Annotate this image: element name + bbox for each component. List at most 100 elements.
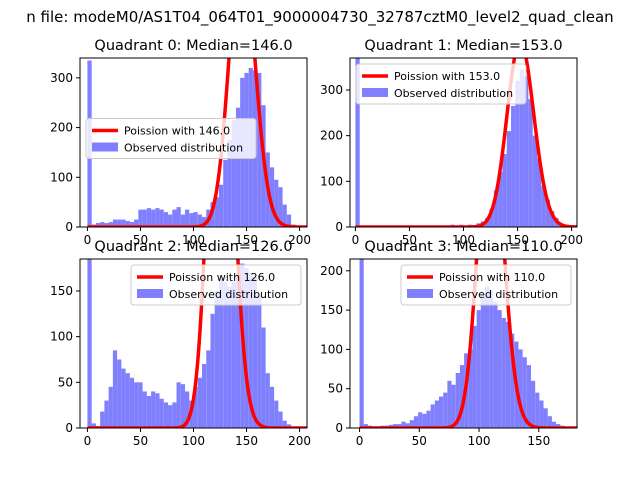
quadrant-1-hist-bar xyxy=(545,199,550,227)
quadrant-3-hist-bar xyxy=(518,349,523,428)
quadrant-0-hist-bar xyxy=(189,213,194,227)
quadrant-3-hist-bar xyxy=(455,372,460,428)
quadrant-1-hist-bar xyxy=(355,58,360,227)
quadrant-3-hist-bar xyxy=(397,424,402,428)
quadrant-1-legend-poisson-label: Poission with 153.0 xyxy=(394,70,500,83)
quadrant-1-hist-bar xyxy=(502,153,507,227)
quadrant-3-hist-bar xyxy=(476,310,481,428)
quadrant-2-hist-bar xyxy=(248,272,253,428)
quadrant-1-title: Quadrant 1: Median=153.0 xyxy=(364,38,562,54)
quadrant-2-plot-area xyxy=(86,259,307,428)
quadrant-1-ytick-label: 100 xyxy=(320,174,343,188)
quadrant-3-axes-frame xyxy=(349,258,578,429)
quadrant-0-hist-bar xyxy=(142,209,147,227)
quadrant-1-hist-bar xyxy=(515,80,520,227)
quadrant-3-hist-bar xyxy=(393,424,398,428)
quadrant-1-legend: Poission with 153.0 Observed distribution xyxy=(355,63,527,105)
quadrant-2-hist-bar xyxy=(172,402,177,428)
quadrant-3-hist-bar xyxy=(505,321,511,428)
quadrant-0-legend-observed-swatch xyxy=(92,142,118,152)
quadrant-0-chart: 0 50 100 150 200 0 100 200 300 Quadrant 0: Median… xyxy=(50,38,311,247)
quadrant-0-hist-bar xyxy=(100,222,105,227)
quadrant-2-hist-bar xyxy=(201,364,207,428)
quadrant-3-title: Quadrant 3: Median=110.0 xyxy=(364,239,562,255)
quadrant-0-legend-box xyxy=(85,118,257,159)
quadrant-2-ytick-label: 50 xyxy=(58,375,73,389)
quadrant-2-ytick-label: 0 xyxy=(65,421,73,435)
quadrant-3-ytick-label: 50 xyxy=(328,382,343,396)
quadrant-1-ytick-label: 300 xyxy=(320,83,343,97)
quadrant-1-legend-observed-swatch xyxy=(362,88,388,97)
quadrant-3-hist-bar xyxy=(501,317,506,428)
quadrant-3-hist-bar xyxy=(510,333,515,428)
quadrant-3-hist-bar xyxy=(535,392,540,428)
quadrant-3-hist-bar xyxy=(543,408,548,428)
quadrant-0-ytick-label: 200 xyxy=(50,121,73,135)
quadrant-2-hist-bar xyxy=(100,411,105,428)
quadrant-3-ytick-label: 0 xyxy=(335,421,343,435)
quadrant-0-hist-bar xyxy=(223,159,228,227)
quadrant-1-xtick-label: 50 xyxy=(402,233,417,247)
quadrant-0-hist-bar xyxy=(168,214,173,227)
quadrant-2-hist-bar xyxy=(269,386,275,428)
quadrant-1-xtick-label: 0 xyxy=(352,233,360,247)
quadrant-3-legend-box xyxy=(400,264,572,306)
quadrant-2-hist-bar xyxy=(142,391,147,428)
quadrant-2-hist-bar xyxy=(286,424,292,428)
quadrant-3-hist-bar xyxy=(459,365,465,428)
quadrant-2-hist-bar xyxy=(206,350,211,428)
quadrant-3-hist-bar xyxy=(359,259,364,428)
quadrant-2-legend: Poission with 126.0 Observed distribution xyxy=(130,264,302,306)
quadrant-3-hist-bar xyxy=(413,416,419,428)
quadrant-0-xtick-label: 50 xyxy=(133,233,148,247)
quadrant-0-hist-bar xyxy=(282,204,287,227)
quadrant-2-xtick-label: 0 xyxy=(84,434,92,448)
quadrant-3-chart: 0 50 100 150 0 50 100 150 200 Quadrant 3: Median=… xyxy=(320,239,578,448)
quadrant-3-hist-bar xyxy=(556,424,561,428)
quadrant-2-hist-bar xyxy=(176,382,181,428)
quadrant-0-title: Quadrant 0: Median=146.0 xyxy=(94,38,292,54)
quadrant-2-xtick-label: 50 xyxy=(133,434,148,448)
quadrant-2-ytick-label: 150 xyxy=(50,284,73,298)
quadrant-3-hist-bar xyxy=(551,421,557,428)
quadrant-1-legend-observed-label: Observed distribution xyxy=(394,87,513,100)
quadrant-1-legend-box xyxy=(355,63,527,105)
quadrant-0-hist-bar xyxy=(108,222,113,227)
quadrant-2-hist-bar xyxy=(163,402,169,428)
quadrant-0-hist-bar xyxy=(117,219,122,227)
quadrant-0-hist-bar xyxy=(257,72,262,227)
quadrant-1-hist-bar xyxy=(532,135,538,227)
quadrant-3-hist-bar xyxy=(422,413,427,428)
quadrant-0-hist-bar xyxy=(185,209,190,227)
quadrant-0-hist-bar xyxy=(172,209,177,227)
quadrant-1-hist-bar xyxy=(549,211,555,227)
quadrant-2-hist-bar xyxy=(278,411,283,428)
quadrant-3-hist-bar xyxy=(468,349,473,428)
quadrant-1-plot-area xyxy=(354,58,577,227)
quadrant-0-hist-bar xyxy=(163,212,169,227)
quadrant-3-hist-bar xyxy=(439,396,444,428)
quadrant-2-legend-observed-label: Observed distribution xyxy=(169,288,288,301)
quadrant-0-hist-bar xyxy=(197,214,202,227)
quadrant-2-hist-bar xyxy=(193,386,198,428)
quadrant-2-xtick-label: 200 xyxy=(288,434,311,448)
quadrant-0-hist-bar xyxy=(112,219,118,227)
quadrant-0-hist-bar xyxy=(193,212,198,227)
quadrant-3-xtick-label: 50 xyxy=(412,434,427,448)
quadrant-2-hist-bar xyxy=(138,382,143,428)
quadrant-2-hist-bar xyxy=(146,396,152,428)
quadrant-1-xtick-label: 100 xyxy=(452,233,475,247)
quadrant-0-xtick-label: 100 xyxy=(182,233,205,247)
quadrant-2-legend-poisson-label: Poission with 126.0 xyxy=(169,271,275,284)
quadrant-2-hist-bar xyxy=(121,368,126,428)
quadrant-3-legend-observed-swatch xyxy=(407,289,433,298)
quadrant-3-hist-bar xyxy=(409,420,414,428)
quadrant-0-hist-bar xyxy=(159,209,164,227)
quadrant-2-hist-bar xyxy=(180,384,186,428)
quadrant-0-hist-bar xyxy=(176,207,181,227)
quadrant-2-title: Quadrant 2: Median=126.0 xyxy=(94,239,292,255)
quadrant-3-hist-bar xyxy=(434,400,440,428)
quadrant-2-hist-bar xyxy=(151,391,156,428)
quadrant-2-hist-bar xyxy=(159,398,164,428)
quadrant-0-ytick-label: 100 xyxy=(50,170,73,184)
